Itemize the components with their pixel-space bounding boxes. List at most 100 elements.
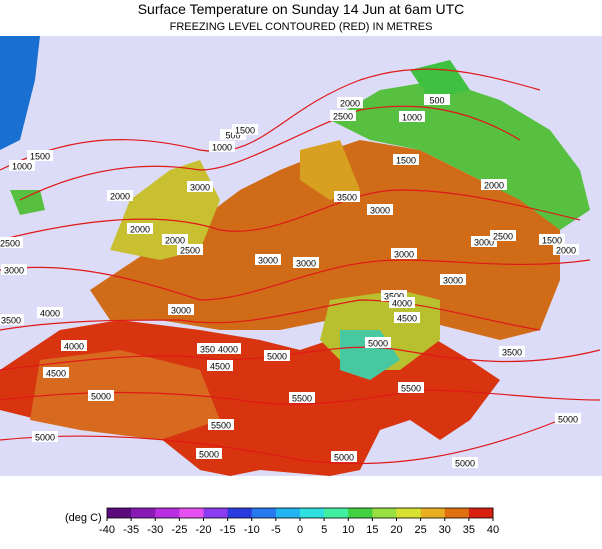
colorbar-swatch <box>107 508 132 518</box>
contour-label: 1000 <box>212 143 232 153</box>
contour-labels: 2000250050010001500200010005001500150010… <box>0 94 581 469</box>
contour-label-box <box>197 343 223 354</box>
contour-label: 500 <box>429 96 444 106</box>
contour-label-box <box>127 223 153 234</box>
contour-label-box <box>337 97 363 108</box>
contour-line <box>0 419 561 465</box>
contour-label: 1500 <box>30 152 50 162</box>
colorbar-swatch <box>468 508 494 518</box>
colorbar-swatch <box>275 508 301 518</box>
contour-label-box <box>331 451 357 462</box>
contour-label: 3000 <box>370 206 390 216</box>
contour-label: 2500 <box>333 112 353 122</box>
title: Surface Temperature on Sunday 14 Jun at … <box>138 1 465 17</box>
colorbar-tick-label: -5 <box>271 524 281 536</box>
contour-label: 5000 <box>35 433 55 443</box>
contour-label-box <box>399 111 425 122</box>
contour-label: 3500 <box>384 292 404 302</box>
colorbar-swatch <box>372 508 397 518</box>
contour-label: 3500 <box>502 348 522 358</box>
contour-label-box <box>255 254 281 265</box>
contour-label-box <box>215 343 241 354</box>
eurasia <box>90 140 560 340</box>
colorbar-swatch <box>179 508 204 518</box>
contour-label-box <box>440 274 466 285</box>
colorbar-tick-label: -10 <box>244 524 260 536</box>
legend-unit: (deg C) <box>65 512 102 524</box>
colorbar-tick-label: -40 <box>99 524 115 536</box>
contour-label-box <box>207 360 233 371</box>
contour-label-box <box>162 234 188 245</box>
map-area: 2000250050010001500200010005001500150010… <box>0 36 602 476</box>
contour-line <box>0 189 581 241</box>
contour-label: 2000 <box>340 99 360 109</box>
colorbar-tick-label: 20 <box>390 524 402 536</box>
colorbar-swatch <box>348 508 373 518</box>
contour-label: 3500 <box>337 193 357 203</box>
contour-label: 4000 <box>64 342 84 352</box>
contour-line <box>0 259 591 301</box>
contour-label: 5000 <box>558 415 578 425</box>
siberia <box>330 80 590 230</box>
iceland <box>10 190 45 215</box>
contour-label: 3500 <box>1 316 21 326</box>
contour-label-box <box>27 150 53 161</box>
colorbar-swatch <box>227 508 253 518</box>
contour-label: 3000 <box>443 276 463 286</box>
contour-label-box <box>539 234 565 245</box>
contour-label-box <box>9 160 35 171</box>
colorbar-swatch <box>155 508 180 518</box>
contour-label: 4500 <box>46 369 66 379</box>
colorbar-swatch <box>444 508 470 518</box>
contour-label: 3000 <box>171 306 191 316</box>
contour-label-box <box>289 392 315 403</box>
colorbar-tick-label: -35 <box>123 524 139 536</box>
contour-label: 3000 <box>4 266 24 276</box>
contour-label: 5000 <box>91 392 111 402</box>
contour-label-box <box>264 350 290 361</box>
contour-label: 4500 <box>397 314 417 324</box>
contour-line <box>0 299 541 331</box>
contour-label: 5500 <box>401 384 421 394</box>
contour-label: 5000 <box>455 459 475 469</box>
contour-label: 5500 <box>211 421 231 431</box>
contour-label-box <box>452 457 478 468</box>
contour-label-box <box>37 307 63 318</box>
contour-label-box <box>555 413 581 424</box>
contour-label-box <box>196 448 222 459</box>
contour-label: 2500 <box>0 239 20 249</box>
contour-label-box <box>424 94 450 105</box>
contour-label: 4000 <box>218 345 238 355</box>
colorbar-tick-label: -25 <box>171 524 187 536</box>
contour-label-box <box>187 181 213 192</box>
contour-label: 1500 <box>542 236 562 246</box>
contour-label-box <box>490 230 516 241</box>
contour-label-box <box>394 312 420 323</box>
contour-label: 500 <box>225 131 240 141</box>
colorbar: -40 -35 -30 -25 -20 -15 -10 -5 0 5 10 15 20 25 30 35 40 <box>99 507 499 536</box>
contour-label-box <box>168 304 194 315</box>
contour-label: 4500 <box>210 362 230 372</box>
contour-label-box <box>367 204 393 215</box>
contour-label-box <box>293 257 319 268</box>
arctic-island <box>410 60 470 100</box>
colorbar-tick-label: 10 <box>342 524 354 536</box>
contour-label-box <box>32 431 58 442</box>
contour-label: 5000 <box>199 450 219 460</box>
contour-label: 1500 <box>396 156 416 166</box>
contour-label-box <box>232 124 258 135</box>
contour-label: 5000 <box>267 352 287 362</box>
contour-line <box>0 68 541 171</box>
colorbar-swatch <box>396 508 422 518</box>
contour-label: 5000 <box>368 339 388 349</box>
contour-label-box <box>499 346 525 357</box>
contour-label-box <box>88 390 114 401</box>
contour-label-box <box>208 419 234 430</box>
contour-label-box <box>334 191 360 202</box>
contour-label: 2500 <box>493 232 513 242</box>
contour-label: 2000 <box>165 236 185 246</box>
contour-label: 1500 <box>235 126 255 136</box>
contour-label-box <box>0 237 23 248</box>
contour-label: 2000 <box>130 225 150 235</box>
